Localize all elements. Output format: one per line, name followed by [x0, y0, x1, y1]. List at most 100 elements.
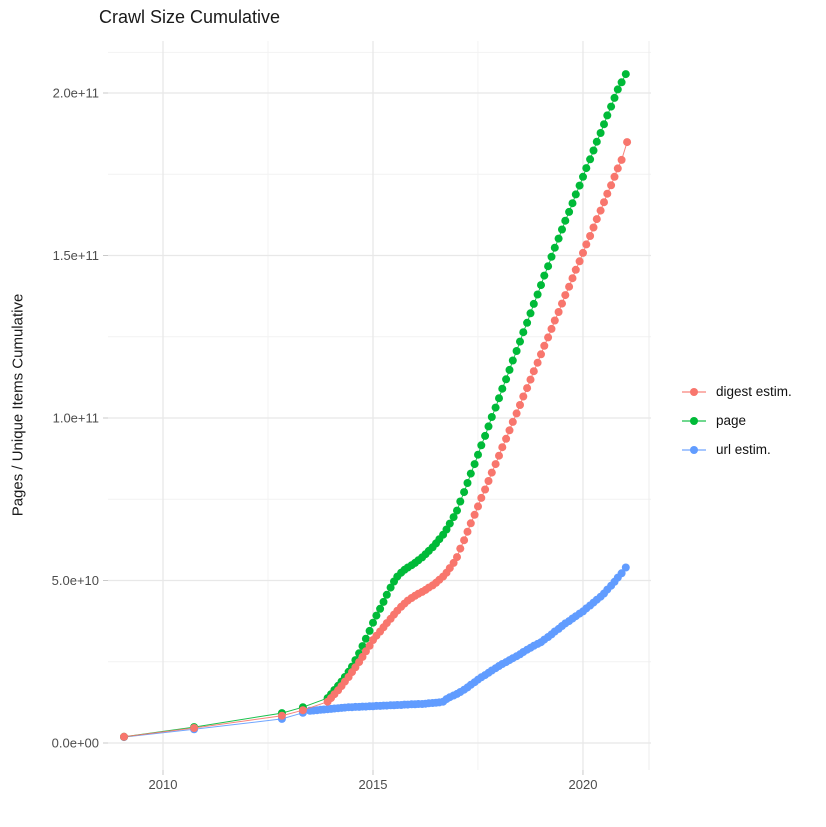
data-point [463, 527, 472, 536]
data-point [470, 460, 479, 469]
data-point [508, 356, 517, 365]
data-point [596, 129, 605, 137]
legend-key-line-point-icon [682, 416, 706, 425]
legend-key-line-point-icon [682, 387, 706, 396]
y-axis-title: Pages / Unique Items Cumulative [9, 293, 27, 517]
data-point [487, 413, 496, 421]
x-tick-label: 2010 [149, 777, 178, 792]
data-point [361, 634, 370, 643]
data-point [516, 337, 524, 346]
data-point [474, 502, 482, 511]
data-point [571, 190, 580, 199]
data-point [607, 181, 616, 190]
data-point [365, 626, 374, 635]
data-point [610, 93, 619, 102]
data-point [568, 274, 577, 283]
legend: digest estim. page url estim. [681, 377, 792, 464]
y-tick-label: 0.0e+00 [52, 735, 99, 750]
data-point [547, 252, 556, 261]
legend-item-url-estim-: url estim. [681, 435, 792, 464]
data-point [453, 506, 461, 515]
series-layer [120, 70, 632, 742]
data-point [386, 583, 395, 592]
data-point [477, 441, 486, 450]
data-point [571, 265, 580, 274]
data-point [491, 460, 500, 469]
series-digest-estim- [120, 138, 632, 741]
data-point [533, 358, 542, 367]
legend-item-label: digest estim. [716, 384, 792, 399]
data-point [617, 78, 626, 87]
data-point [512, 409, 521, 418]
data-point [617, 155, 626, 164]
data-point [544, 262, 553, 271]
y-tick-label: 1.0e+11 [53, 410, 99, 425]
data-point [603, 111, 612, 120]
data-point [623, 138, 632, 147]
data-point [477, 493, 486, 502]
data-point [445, 519, 454, 528]
data-point [575, 181, 584, 190]
legend-item-label: url estim. [716, 442, 771, 457]
data-point [474, 450, 482, 459]
data-point [589, 223, 598, 232]
legend-item-page: page [681, 406, 792, 435]
data-point [526, 375, 535, 384]
data-point [617, 569, 626, 578]
data-point [502, 375, 511, 384]
series-url-estim- [120, 563, 630, 742]
data-point [603, 189, 612, 198]
data-point [487, 468, 496, 477]
data-point [449, 513, 458, 522]
data-point [582, 240, 591, 249]
gridlines-major [108, 41, 651, 770]
data-point [600, 198, 608, 207]
data-point [579, 248, 587, 257]
data-point [298, 706, 307, 715]
data-point [382, 590, 391, 599]
data-point [498, 443, 507, 452]
data-point [481, 485, 490, 494]
data-point [523, 318, 532, 327]
y-tick-label: 5.0e+10 [52, 573, 99, 588]
x-tick-label: 2020 [569, 777, 598, 792]
data-point [453, 553, 461, 562]
data-point [575, 257, 584, 266]
data-point [466, 519, 475, 528]
data-point [508, 417, 517, 426]
data-point [582, 164, 591, 173]
data-point [470, 510, 479, 519]
data-point [544, 333, 553, 342]
data-point [621, 70, 630, 79]
data-point [547, 324, 556, 333]
data-point [484, 477, 493, 485]
series-line [123, 567, 627, 738]
data-point [456, 544, 465, 553]
data-point [460, 536, 469, 545]
data-point [502, 434, 511, 443]
data-point [529, 367, 538, 376]
legend-item-label: page [716, 413, 747, 428]
data-point [519, 392, 528, 401]
data-point [565, 207, 574, 216]
data-point [277, 711, 286, 720]
data-point [592, 215, 601, 224]
data-point [565, 282, 574, 291]
data-point [610, 172, 619, 181]
data-point [586, 155, 595, 164]
y-tick-label: 2.0e+11 [53, 85, 99, 100]
data-point [550, 243, 559, 252]
axis-tick-labels: 0.0e+00 5.0e+10 1.0e+11 1.5e+11 2.0e+11 2010 2… [52, 85, 598, 792]
data-point [540, 271, 549, 280]
data-point [537, 281, 545, 290]
data-point [533, 290, 542, 299]
chart-title: Crawl Size Cumulative [99, 7, 281, 27]
data-point [466, 469, 475, 478]
data-point [190, 724, 199, 732]
data-point [365, 641, 374, 650]
data-point [558, 225, 566, 234]
data-point [540, 341, 549, 350]
data-point [120, 732, 128, 741]
